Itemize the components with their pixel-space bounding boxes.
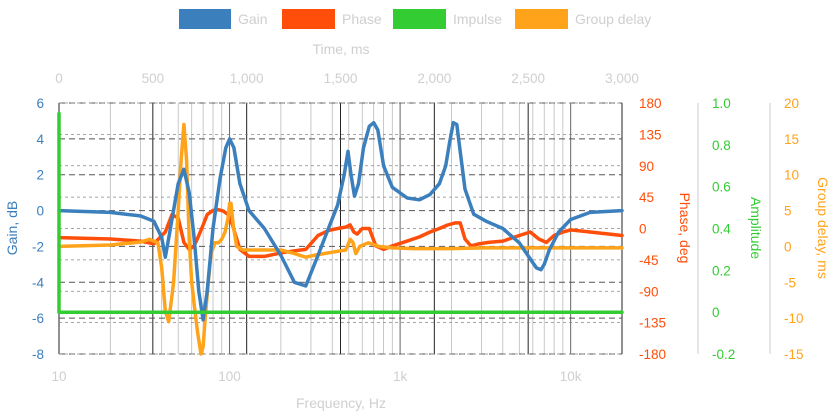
legend-swatch-3	[393, 9, 446, 29]
x-top-tick-label: 2,000	[417, 71, 451, 86]
y-amplitude-axis-title: Amplitude	[748, 197, 764, 259]
legend[interactable]: Gain Phase Impulse Group delay	[179, 9, 651, 29]
series-impulse-line	[57, 111, 624, 314]
y-phase-tick-label: -180	[639, 347, 666, 362]
legend-swatch-4	[515, 9, 568, 29]
legend-label-1: Gain	[238, 11, 268, 27]
y-group-delay-tick-label: 0	[784, 239, 792, 254]
x-top-tick-label: 2,500	[511, 71, 545, 86]
y-phase-tick-label: -135	[639, 316, 666, 331]
legend-label-3: Impulse	[453, 11, 502, 27]
x-bottom-tick-label: 10k	[560, 369, 582, 384]
legend-label-2: Phase	[342, 11, 382, 27]
x-top-tick-label: 1,500	[324, 71, 358, 86]
x-bottom-tick-label: 1k	[393, 369, 408, 384]
y-group-delay-tick-label: -15	[784, 347, 804, 362]
y-phase-tick-label: 45	[639, 190, 654, 205]
y-gain-tick-label: -4	[32, 275, 44, 290]
x-top-tick-label: 500	[142, 71, 165, 86]
y-group-delay-axis-title: Group delay, ms	[815, 177, 831, 279]
x-top-axis-title: Time, ms	[312, 41, 369, 57]
y-amplitude-tick-label: -0.2	[712, 347, 735, 362]
y-group-delay-tick-label: -5	[784, 275, 796, 290]
y-gain-axis-title: Gain, dB	[4, 201, 20, 255]
x-bottom-tick-label: 10	[51, 369, 66, 384]
y-amplitude-tick-label: 0.4	[712, 222, 731, 237]
y-group-delay-tick-label: 5	[784, 204, 792, 219]
series-gain-line	[57, 120, 624, 322]
y-gain-tick-label: 0	[36, 204, 44, 219]
y-gain-tick-label: -2	[32, 239, 44, 254]
y-gain-tick-label: -6	[32, 311, 44, 326]
legend-swatch-2	[282, 9, 335, 29]
y-phase-tick-label: -90	[639, 284, 659, 299]
y-group-delay-tick-label: 20	[784, 96, 799, 111]
y-group-delay-tick-label: 10	[784, 168, 799, 183]
x-top-tick-label: 0	[55, 71, 63, 86]
y-amplitude-tick-label: 0	[712, 305, 720, 320]
y-amplitude-tick-label: 0.2	[712, 263, 731, 278]
x-bottom-tick-label: 100	[218, 369, 241, 384]
y-group-delay-tick-label: 15	[784, 132, 799, 147]
y-phase-tick-label: 0	[639, 222, 647, 237]
y-amplitude-tick-label: 0.6	[712, 180, 731, 195]
y-phase-tick-label: 135	[639, 127, 662, 142]
x-top-tick-label: 1,000	[230, 71, 264, 86]
y-phase-tick-label: 90	[639, 159, 654, 174]
y-gain-tick-label: 6	[36, 96, 44, 111]
series-group-delay-line	[57, 122, 624, 356]
y-gain-tick-label: 2	[36, 168, 44, 183]
series-group	[57, 111, 624, 356]
y-gain-tick-label: 4	[36, 132, 44, 147]
y-amplitude-tick-label: 1.0	[712, 96, 731, 111]
y-amplitude-tick-label: 0.8	[712, 138, 731, 153]
y-phase-axis-title: Phase, deg	[677, 193, 693, 264]
y-gain-tick-label: -8	[32, 347, 44, 362]
legend-swatch-1	[179, 9, 231, 29]
legend-label-4: Group delay	[575, 11, 651, 27]
y-group-delay-tick-label: -10	[784, 311, 804, 326]
x-top-tick-label: 3,000	[605, 71, 639, 86]
x-bottom-axis-title: Frequency, Hz	[296, 395, 386, 411]
y-phase-tick-label: -45	[639, 253, 659, 268]
y-phase-tick-label: 180	[639, 96, 662, 111]
